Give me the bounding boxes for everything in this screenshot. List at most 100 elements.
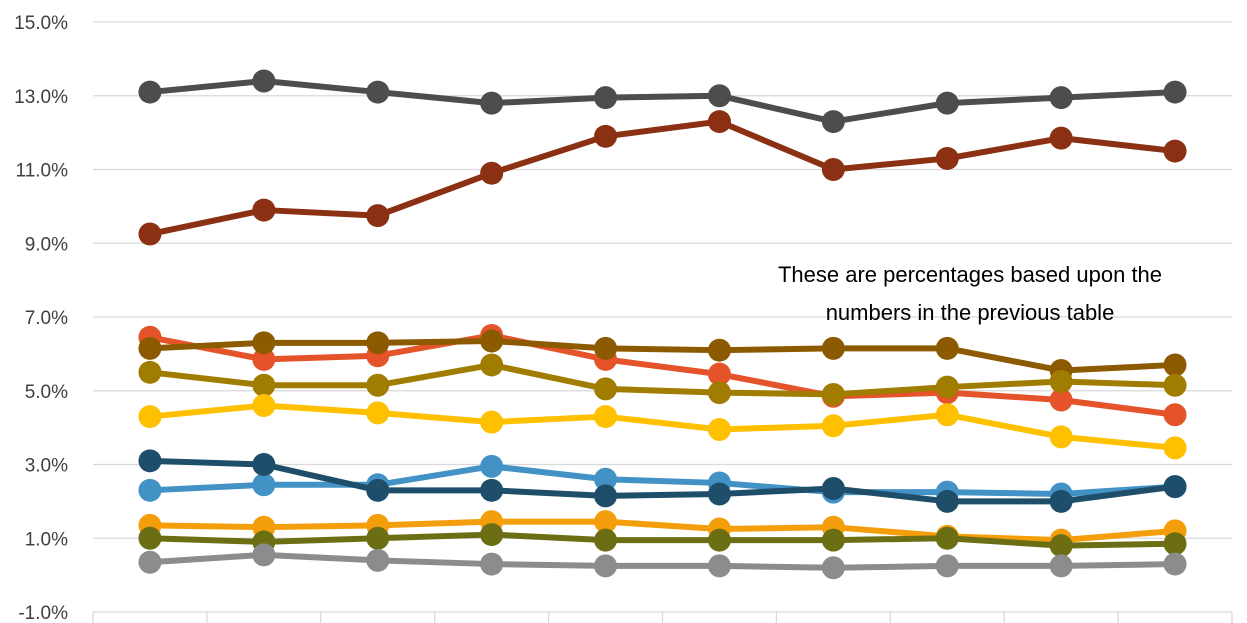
data-point bbox=[935, 375, 959, 399]
data-point bbox=[366, 401, 390, 425]
series-line bbox=[146, 402, 1179, 451]
data-point bbox=[480, 329, 504, 353]
data-point bbox=[935, 554, 959, 578]
series-line bbox=[146, 531, 1179, 549]
series-6 bbox=[138, 394, 1187, 460]
data-point bbox=[821, 336, 845, 360]
data-point bbox=[1049, 370, 1073, 394]
data-point bbox=[138, 336, 162, 360]
data-point bbox=[252, 331, 276, 355]
series-8 bbox=[138, 449, 1187, 513]
data-point bbox=[1049, 489, 1073, 513]
data-point bbox=[821, 382, 845, 406]
data-point bbox=[480, 523, 504, 547]
data-point bbox=[1049, 86, 1073, 110]
data-point bbox=[1049, 554, 1073, 578]
data-point bbox=[707, 362, 731, 386]
data-point bbox=[594, 467, 618, 491]
series-line bbox=[146, 361, 1179, 398]
data-point bbox=[935, 336, 959, 360]
gridlines bbox=[92, 21, 1233, 623]
series-line bbox=[146, 518, 1179, 544]
data-point bbox=[594, 484, 618, 508]
data-point bbox=[1049, 425, 1073, 449]
data-point bbox=[1163, 475, 1187, 499]
data-point bbox=[821, 414, 845, 438]
series-lines bbox=[138, 69, 1187, 580]
data-point bbox=[935, 403, 959, 427]
data-point bbox=[821, 158, 845, 181]
data-point bbox=[252, 473, 276, 497]
series-line bbox=[146, 332, 1179, 418]
data-point bbox=[480, 161, 504, 185]
series-line bbox=[146, 551, 1179, 571]
y-tick-label: 5.0% bbox=[25, 382, 68, 403]
data-point bbox=[1163, 80, 1187, 104]
y-axis-tick-labels: -1.0% 1.0% 3.0% 5.0% 7.0% 9.0% 11.0% 13.0% 15.0% bbox=[14, 13, 68, 623]
data-point bbox=[594, 510, 618, 534]
series-5 bbox=[138, 353, 1187, 406]
data-point bbox=[594, 528, 618, 552]
data-point bbox=[366, 478, 390, 502]
data-point bbox=[252, 347, 276, 371]
data-point bbox=[821, 528, 845, 552]
data-point bbox=[252, 394, 276, 417]
data-point bbox=[252, 198, 276, 222]
data-point bbox=[935, 91, 959, 115]
data-point bbox=[138, 405, 162, 429]
data-point bbox=[366, 204, 390, 228]
series-line bbox=[146, 118, 1179, 238]
data-point bbox=[594, 377, 618, 401]
data-point bbox=[480, 91, 504, 115]
data-point bbox=[366, 373, 390, 397]
data-point bbox=[707, 338, 731, 362]
data-point bbox=[366, 80, 390, 104]
data-point bbox=[366, 548, 390, 572]
data-point bbox=[1163, 436, 1187, 460]
series-3 bbox=[138, 323, 1187, 427]
series-2 bbox=[138, 110, 1187, 246]
data-point bbox=[594, 554, 618, 578]
data-point bbox=[1049, 126, 1073, 150]
data-point bbox=[138, 222, 162, 246]
y-tick-label: 11.0% bbox=[16, 161, 69, 182]
y-tick-label: 3.0% bbox=[25, 456, 68, 477]
data-point bbox=[821, 476, 845, 500]
data-point bbox=[1163, 373, 1187, 397]
data-point bbox=[138, 478, 162, 502]
data-point bbox=[138, 526, 162, 550]
data-point bbox=[594, 86, 618, 110]
annotation-line-1: These are percentages based upon the bbox=[778, 262, 1162, 287]
data-point bbox=[480, 410, 504, 434]
data-point bbox=[935, 146, 959, 170]
data-point bbox=[821, 110, 845, 134]
data-point bbox=[594, 336, 618, 360]
data-point bbox=[935, 489, 959, 513]
y-tick-label: 1.0% bbox=[25, 529, 68, 550]
data-point bbox=[138, 550, 162, 574]
data-point bbox=[366, 331, 390, 355]
data-point bbox=[1049, 534, 1073, 558]
data-point bbox=[594, 124, 618, 148]
y-tick-label: 13.0% bbox=[14, 87, 68, 108]
data-point bbox=[138, 80, 162, 104]
data-point bbox=[480, 552, 504, 576]
data-point bbox=[252, 453, 276, 476]
data-point bbox=[252, 543, 276, 567]
data-point bbox=[252, 69, 276, 93]
series-11 bbox=[138, 543, 1187, 580]
data-point bbox=[480, 478, 504, 502]
data-point bbox=[1163, 552, 1187, 576]
series-line bbox=[146, 457, 1179, 505]
data-point bbox=[707, 110, 731, 134]
y-tick-label: 15.0% bbox=[14, 13, 68, 34]
series-line bbox=[146, 78, 1179, 125]
data-point bbox=[138, 360, 162, 384]
data-point bbox=[1049, 388, 1073, 412]
data-point bbox=[1163, 353, 1187, 377]
y-tick-label: 9.0% bbox=[25, 234, 68, 255]
data-point bbox=[707, 84, 731, 108]
data-point bbox=[252, 373, 276, 397]
data-point bbox=[1163, 139, 1187, 163]
